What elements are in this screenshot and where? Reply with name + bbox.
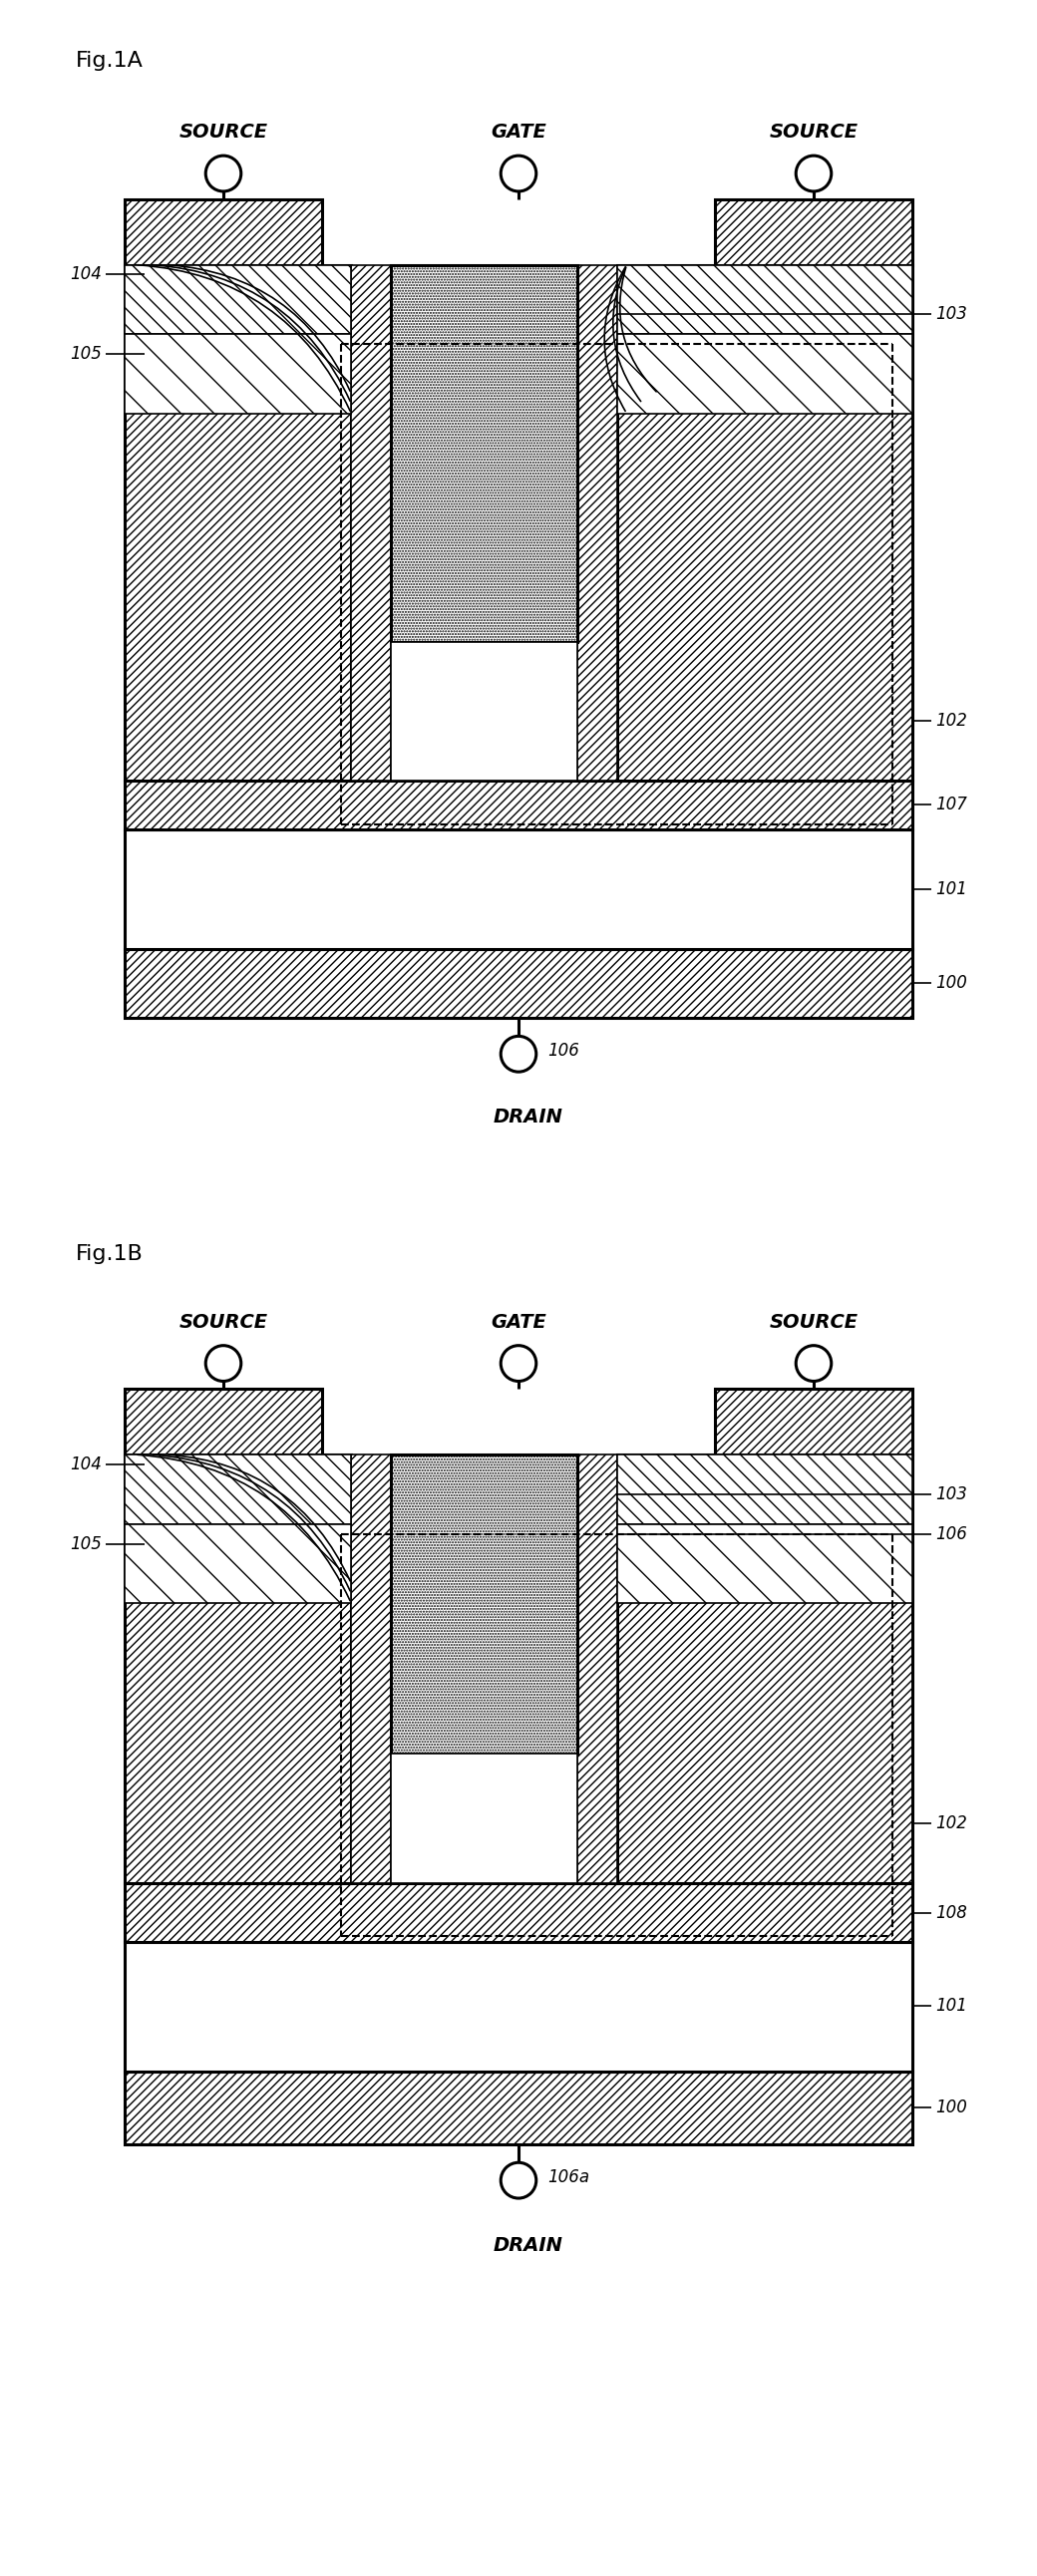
Text: SOURCE: SOURCE [179, 124, 268, 142]
Text: DRAIN: DRAIN [494, 2236, 563, 2254]
Text: 106a: 106a [548, 2169, 590, 2187]
Bar [617, 265, 912, 781]
Text: 101: 101 [935, 881, 968, 899]
Bar [125, 1388, 321, 1455]
Text: 101: 101 [935, 1996, 968, 2014]
Bar [125, 335, 352, 415]
Bar [125, 265, 352, 781]
Bar [125, 198, 321, 265]
Text: SOURCE: SOURCE [769, 1314, 858, 1332]
Text: 100: 100 [935, 974, 968, 992]
Text: 107: 107 [935, 796, 968, 814]
Bar [716, 1388, 912, 1455]
Bar [125, 265, 352, 335]
Bar [617, 335, 912, 415]
Bar [125, 781, 912, 829]
Text: 102: 102 [935, 711, 968, 729]
Text: GATE: GATE [491, 124, 546, 142]
Bar [617, 265, 912, 335]
Text: 105: 105 [69, 1535, 102, 1553]
Text: 103: 103 [935, 1486, 968, 1504]
Text: 105: 105 [69, 345, 102, 363]
Bar [125, 1525, 352, 1602]
Bar [617, 1455, 912, 1883]
Text: SOURCE: SOURCE [179, 1314, 268, 1332]
Bar [578, 265, 617, 781]
Bar [125, 948, 912, 1018]
Text: 103: 103 [935, 307, 968, 322]
Text: GATE: GATE [491, 1314, 546, 1332]
Bar [617, 1525, 912, 1602]
Text: 108: 108 [935, 1904, 968, 1922]
Bar [391, 1455, 578, 1754]
Bar [125, 1883, 912, 1942]
Bar [125, 2071, 912, 2146]
Text: SOURCE: SOURCE [769, 124, 858, 142]
Text: 102: 102 [935, 1814, 968, 1832]
Bar [391, 265, 578, 641]
Text: 100: 100 [935, 2097, 968, 2115]
Bar [391, 641, 578, 781]
Text: 106: 106 [935, 1525, 968, 1543]
Text: 106: 106 [548, 1043, 580, 1061]
Text: 104: 104 [69, 265, 102, 283]
Bar [125, 1455, 352, 1883]
Text: Fig.1B: Fig.1B [76, 1244, 143, 1265]
Text: 104: 104 [69, 1455, 102, 1473]
Bar [125, 1455, 352, 1525]
Bar [391, 1754, 578, 1883]
Bar [716, 198, 912, 265]
Bar [125, 1942, 912, 2071]
Bar [125, 829, 912, 948]
Bar [617, 1455, 912, 1525]
Bar [578, 1455, 617, 1883]
Text: Fig.1A: Fig.1A [76, 52, 143, 70]
Bar [352, 265, 391, 781]
Text: DRAIN: DRAIN [494, 1108, 563, 1126]
Bar [352, 1455, 391, 1883]
